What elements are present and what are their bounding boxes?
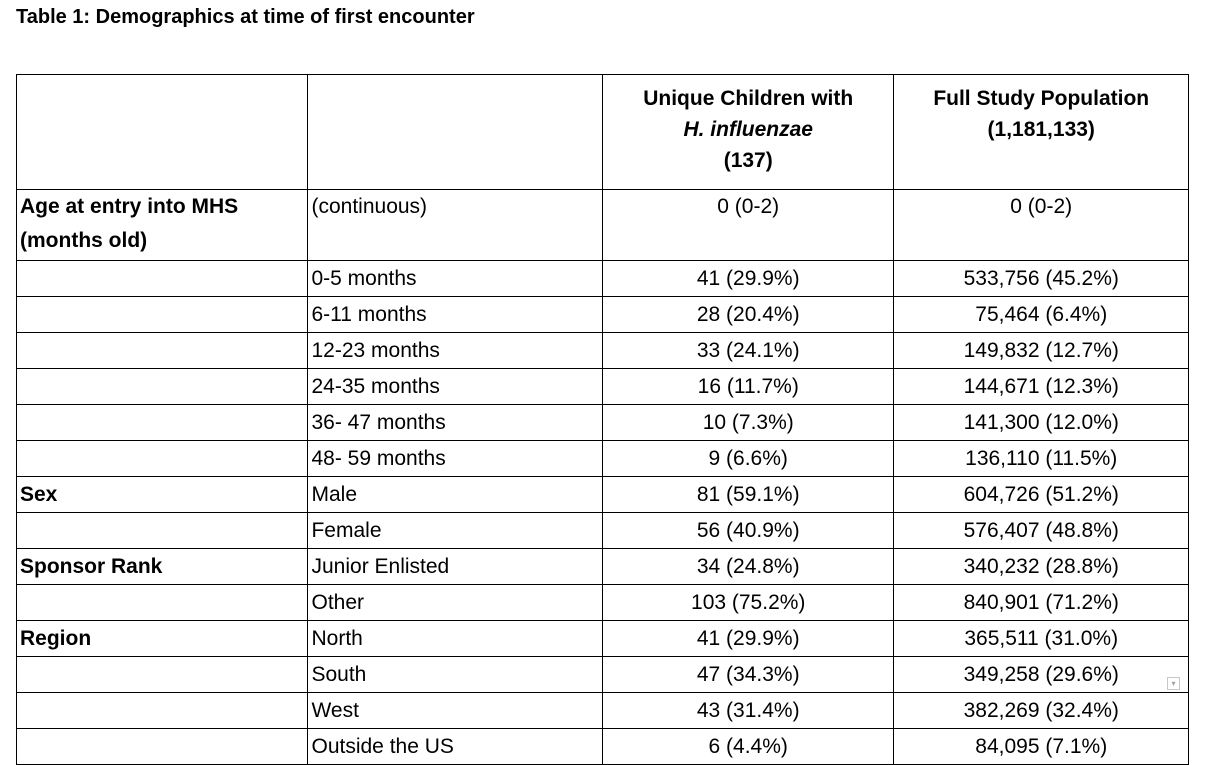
row-full-cell: 340,232 (28.8%)	[893, 548, 1189, 585]
demographics-table: Unique Children with H. influenzae (137)…	[15, 74, 1189, 765]
row-full-cell: 84,095 (7.1%)	[893, 728, 1189, 765]
row-label-cell: (continuous)	[307, 189, 603, 261]
row-group-cell	[15, 404, 309, 441]
row-hi-cell: 10 (7.3%)	[601, 404, 895, 441]
header-cell-category	[307, 74, 603, 190]
row-full-cell: 382,269 (32.4%)	[893, 692, 1189, 729]
table-row: Other 103 (75.2%) 840,901 (71.2%)	[15, 584, 1189, 621]
paste-options-icon[interactable]: ▾	[1167, 677, 1180, 690]
row-full-cell: 136,110 (11.5%)	[893, 440, 1189, 477]
header-full-line2: (1,181,133)	[987, 118, 1095, 141]
row-full-cell: 576,407 (48.8%)	[893, 512, 1189, 549]
row-group-cell: Sponsor Rank	[15, 548, 309, 585]
row-label-cell: West	[307, 692, 603, 729]
header-cell-full: Full Study Population (1,181,133)	[893, 74, 1189, 190]
row-hi-cell: 6 (4.4%)	[601, 728, 895, 765]
row-hi-cell: 81 (59.1%)	[601, 476, 895, 513]
row-hi-cell: 47 (34.3%)	[601, 656, 895, 693]
row-full-cell: 0 (0-2)	[893, 189, 1189, 261]
header-hi-line1: Unique Children with	[643, 87, 854, 110]
row-group-cell: Sex	[15, 476, 309, 513]
row-group-cell	[15, 368, 309, 405]
row-hi-cell: 41 (29.9%)	[601, 620, 895, 657]
row-label-cell: 48- 59 months	[307, 440, 603, 477]
table-row: 6-11 months 28 (20.4%) 75,464 (6.4%)	[15, 296, 1189, 333]
row-label-cell: 24-35 months	[307, 368, 603, 405]
row-group-cell	[15, 260, 309, 297]
table-row: 36- 47 months 10 (7.3%) 141,300 (12.0%)	[15, 404, 1189, 441]
row-group-cell	[15, 332, 309, 369]
row-group-cell: Age at entry into MHS (months old)	[15, 189, 309, 261]
header-hi-line2: H. influenzae	[683, 118, 813, 141]
row-hi-cell: 43 (31.4%)	[601, 692, 895, 729]
table-title: Table 1: Demographics at time of first e…	[16, 6, 475, 28]
table-row: Outside the US 6 (4.4%) 84,095 (7.1%)	[15, 728, 1189, 765]
row-label-cell: 6-11 months	[307, 296, 603, 333]
row-full-cell: 365,511 (31.0%)	[893, 620, 1189, 657]
row-hi-cell: 41 (29.9%)	[601, 260, 895, 297]
row-full-cell: 604,726 (51.2%)	[893, 476, 1189, 513]
row-hi-cell: 9 (6.6%)	[601, 440, 895, 477]
row-full-cell: 149,832 (12.7%)	[893, 332, 1189, 369]
table-row: Female 56 (40.9%) 576,407 (48.8%)	[15, 512, 1189, 549]
table-row: 48- 59 months 9 (6.6%) 136,110 (11.5%)	[15, 440, 1189, 477]
table-row: Sex Male 81 (59.1%) 604,726 (51.2%)	[15, 476, 1189, 513]
header-cell-hi: Unique Children with H. influenzae (137)	[601, 74, 895, 190]
row-group-cell	[15, 512, 309, 549]
row-group-cell	[15, 692, 309, 729]
row-label-cell: Male	[307, 476, 603, 513]
table-row: 12-23 months 33 (24.1%) 149,832 (12.7%)	[15, 332, 1189, 369]
row-label-cell: South	[307, 656, 603, 693]
row-group-cell	[15, 584, 309, 621]
row-full-cell: 533,756 (45.2%)	[893, 260, 1189, 297]
table-row: Region North 41 (29.9%) 365,511 (31.0%)	[15, 620, 1189, 657]
header-full-line1: Full Study Population	[933, 87, 1150, 110]
row-label-cell: Other	[307, 584, 603, 621]
row-group-cell	[15, 440, 309, 477]
row-hi-cell: 34 (24.8%)	[601, 548, 895, 585]
table-row: West 43 (31.4%) 382,269 (32.4%)	[15, 692, 1189, 729]
row-group-cell	[15, 728, 309, 765]
header-cell-group	[15, 74, 309, 190]
table-row: Age at entry into MHS (months old) (cont…	[15, 189, 1189, 261]
row-hi-cell: 28 (20.4%)	[601, 296, 895, 333]
row-hi-cell: 16 (11.7%)	[601, 368, 895, 405]
row-group-cell	[15, 296, 309, 333]
table-row: South 47 (34.3%) 349,258 (29.6%)	[15, 656, 1189, 693]
row-label-cell: 12-23 months	[307, 332, 603, 369]
row-hi-cell: 0 (0-2)	[601, 189, 895, 261]
row-full-cell: 144,671 (12.3%)	[893, 368, 1189, 405]
table-row: 0-5 months 41 (29.9%) 533,756 (45.2%)	[15, 260, 1189, 297]
row-group-cell: Region	[15, 620, 309, 657]
row-label-cell: Junior Enlisted	[307, 548, 603, 585]
row-hi-cell: 33 (24.1%)	[601, 332, 895, 369]
row-full-cell: 349,258 (29.6%)	[893, 656, 1189, 693]
row-label-cell: Female	[307, 512, 603, 549]
row-label-cell: North	[307, 620, 603, 657]
row-full-cell: 75,464 (6.4%)	[893, 296, 1189, 333]
row-label-cell: Outside the US	[307, 728, 603, 765]
row-hi-cell: 103 (75.2%)	[601, 584, 895, 621]
row-label-cell: 0-5 months	[307, 260, 603, 297]
header-hi-line3: (137)	[723, 149, 773, 172]
row-label-cell: 36- 47 months	[307, 404, 603, 441]
header-row: Unique Children with H. influenzae (137)…	[15, 74, 1189, 190]
row-full-cell: 840,901 (71.2%)	[893, 584, 1189, 621]
table-row: Sponsor Rank Junior Enlisted 34 (24.8%) …	[15, 548, 1189, 585]
row-full-cell: 141,300 (12.0%)	[893, 404, 1189, 441]
row-group-cell	[15, 656, 309, 693]
table-row: 24-35 months 16 (11.7%) 144,671 (12.3%)	[15, 368, 1189, 405]
row-hi-cell: 56 (40.9%)	[601, 512, 895, 549]
